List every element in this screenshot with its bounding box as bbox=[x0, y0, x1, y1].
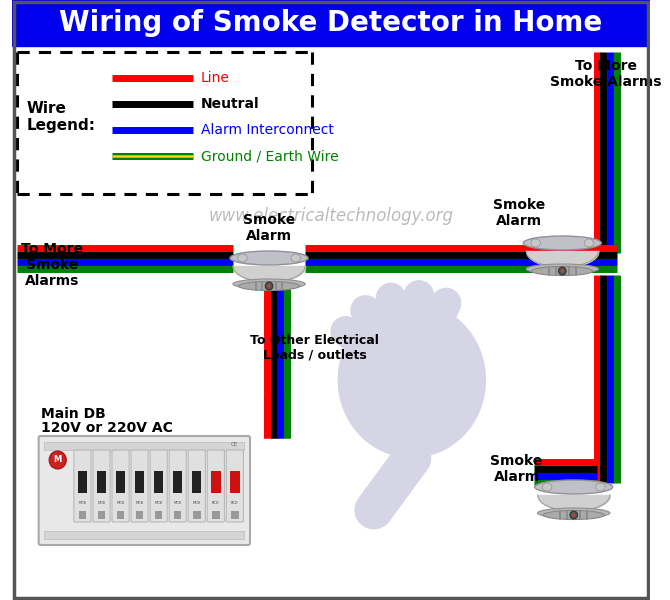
Text: Smoke
Alarm: Smoke Alarm bbox=[243, 213, 295, 243]
Ellipse shape bbox=[233, 279, 306, 289]
Text: Main DB: Main DB bbox=[41, 407, 105, 421]
FancyBboxPatch shape bbox=[188, 450, 205, 522]
Ellipse shape bbox=[239, 281, 299, 290]
Text: Wiring of Smoke Detector in Home: Wiring of Smoke Detector in Home bbox=[60, 9, 602, 37]
Text: 120V or 220V AC: 120V or 220V AC bbox=[41, 421, 172, 435]
Bar bbox=[395, 455, 429, 463]
Bar bbox=[154, 471, 163, 493]
Ellipse shape bbox=[542, 483, 552, 491]
Bar bbox=[44, 531, 245, 539]
Circle shape bbox=[561, 269, 563, 272]
FancyBboxPatch shape bbox=[131, 450, 148, 522]
Text: MCB: MCB bbox=[174, 501, 182, 505]
FancyBboxPatch shape bbox=[74, 450, 91, 522]
Bar bbox=[393, 447, 431, 455]
Bar bbox=[230, 471, 240, 493]
Text: MCB: MCB bbox=[98, 501, 105, 505]
Text: To Other Electrical
Loads / outlets: To Other Electrical Loads / outlets bbox=[251, 334, 379, 362]
FancyBboxPatch shape bbox=[150, 450, 168, 522]
Ellipse shape bbox=[537, 508, 610, 518]
FancyBboxPatch shape bbox=[93, 450, 110, 522]
Bar bbox=[212, 511, 220, 519]
Text: www.electricaltechnology.org: www.electricaltechnology.org bbox=[208, 207, 454, 225]
Bar bbox=[155, 511, 162, 519]
Circle shape bbox=[49, 451, 66, 469]
Bar bbox=[98, 511, 105, 519]
Circle shape bbox=[338, 302, 486, 458]
Ellipse shape bbox=[523, 236, 602, 250]
Ellipse shape bbox=[526, 264, 598, 274]
Text: To More
Smoke
Alarms: To More Smoke Alarms bbox=[21, 242, 83, 288]
Bar bbox=[12, 0, 650, 46]
Bar bbox=[231, 511, 239, 519]
Circle shape bbox=[559, 267, 566, 275]
Text: RCD: RCD bbox=[231, 501, 239, 505]
Bar bbox=[44, 442, 245, 450]
Text: CE: CE bbox=[230, 442, 237, 446]
Ellipse shape bbox=[291, 254, 300, 262]
Circle shape bbox=[267, 284, 271, 287]
Bar bbox=[395, 435, 429, 447]
Bar bbox=[117, 511, 125, 519]
Bar bbox=[135, 471, 144, 493]
Ellipse shape bbox=[584, 239, 594, 247]
Ellipse shape bbox=[532, 266, 593, 275]
Bar bbox=[173, 471, 182, 493]
Text: Smoke
Alarm: Smoke Alarm bbox=[490, 454, 543, 484]
Text: MCB: MCB bbox=[155, 501, 163, 505]
Circle shape bbox=[572, 514, 575, 517]
Text: M: M bbox=[54, 455, 62, 464]
Bar bbox=[96, 471, 107, 493]
Text: MCB: MCB bbox=[135, 501, 143, 505]
Ellipse shape bbox=[531, 239, 541, 247]
Bar bbox=[192, 471, 202, 493]
Ellipse shape bbox=[543, 511, 604, 520]
Ellipse shape bbox=[238, 254, 247, 262]
Bar bbox=[193, 511, 200, 519]
Bar bbox=[211, 471, 220, 493]
FancyBboxPatch shape bbox=[207, 450, 224, 522]
Text: Ground / Earth Wire: Ground / Earth Wire bbox=[200, 149, 338, 163]
Text: To More
Smoke Alarms: To More Smoke Alarms bbox=[550, 59, 662, 89]
Text: Alarm Interconnect: Alarm Interconnect bbox=[200, 123, 334, 137]
FancyBboxPatch shape bbox=[169, 450, 186, 522]
Bar bbox=[116, 471, 125, 493]
Text: Smoke
Alarm: Smoke Alarm bbox=[493, 198, 545, 228]
Text: MCB: MCB bbox=[78, 501, 86, 505]
Ellipse shape bbox=[230, 251, 308, 265]
Circle shape bbox=[265, 282, 273, 290]
Bar bbox=[174, 511, 182, 519]
Text: RCD: RCD bbox=[212, 501, 220, 505]
Ellipse shape bbox=[535, 480, 613, 494]
Text: Neutral: Neutral bbox=[200, 97, 259, 111]
Text: Wire
Legend:: Wire Legend: bbox=[26, 101, 95, 133]
FancyBboxPatch shape bbox=[226, 450, 243, 522]
FancyBboxPatch shape bbox=[39, 436, 250, 545]
Bar bbox=[78, 471, 87, 493]
Text: MCB: MCB bbox=[117, 501, 125, 505]
Bar bbox=[136, 511, 143, 519]
Text: Line: Line bbox=[200, 71, 229, 85]
Text: MCB: MCB bbox=[193, 501, 200, 505]
FancyBboxPatch shape bbox=[112, 450, 129, 522]
Circle shape bbox=[570, 511, 578, 519]
Bar bbox=[78, 511, 86, 519]
Ellipse shape bbox=[596, 483, 605, 491]
